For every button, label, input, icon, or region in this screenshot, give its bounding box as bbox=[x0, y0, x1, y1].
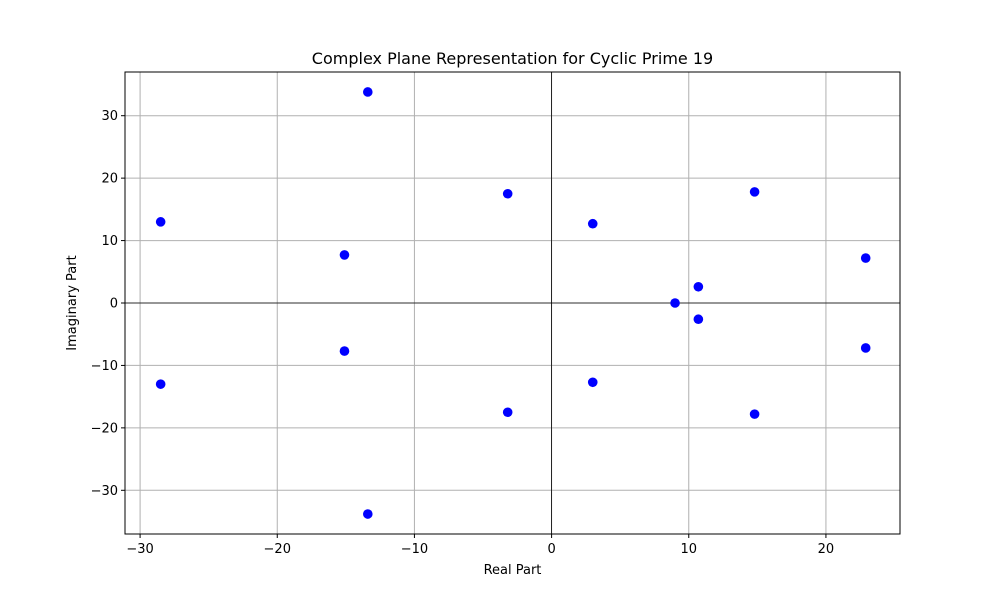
data-point bbox=[339, 250, 350, 260]
data-point bbox=[693, 281, 704, 292]
data-point bbox=[693, 314, 704, 325]
data-point bbox=[860, 253, 871, 263]
x-tick-label: −30 bbox=[126, 542, 153, 557]
data-point bbox=[155, 379, 166, 389]
x-tick-label: 10 bbox=[680, 542, 697, 557]
data-point bbox=[749, 409, 760, 419]
y-tick-label: 0 bbox=[110, 297, 118, 312]
y-tick-label: −10 bbox=[91, 359, 118, 374]
chart-title: Complex Plane Representation for Cyclic … bbox=[312, 49, 713, 68]
x-tick-label: 20 bbox=[818, 542, 835, 557]
x-tick-label: −20 bbox=[264, 542, 291, 557]
y-axis-label: Imaginary Part bbox=[65, 255, 80, 350]
data-point bbox=[860, 343, 871, 353]
y-tick-label: 20 bbox=[101, 172, 118, 187]
data-point bbox=[155, 217, 166, 227]
data-point bbox=[362, 87, 373, 97]
y-tick-label: −20 bbox=[91, 421, 118, 436]
data-point bbox=[749, 187, 760, 197]
y-tick-label: 30 bbox=[101, 109, 118, 124]
data-points bbox=[155, 87, 871, 519]
y-tick-label: −30 bbox=[91, 484, 118, 499]
data-point bbox=[339, 346, 350, 356]
data-point bbox=[670, 298, 680, 308]
data-point bbox=[502, 188, 513, 199]
x-tick-label: −10 bbox=[401, 542, 428, 557]
y-tick-label: 10 bbox=[101, 234, 118, 249]
x-axis-label: Real Part bbox=[484, 563, 542, 578]
data-point bbox=[502, 407, 513, 418]
zero-lines bbox=[125, 72, 900, 534]
axis-ticks: −30 −20 −10 0 10 20 −30 −20 −10 0 10 20 30 bbox=[91, 109, 835, 557]
x-tick-label: 0 bbox=[547, 542, 555, 557]
data-point bbox=[587, 377, 598, 388]
data-point bbox=[587, 218, 598, 229]
data-point bbox=[362, 509, 373, 519]
